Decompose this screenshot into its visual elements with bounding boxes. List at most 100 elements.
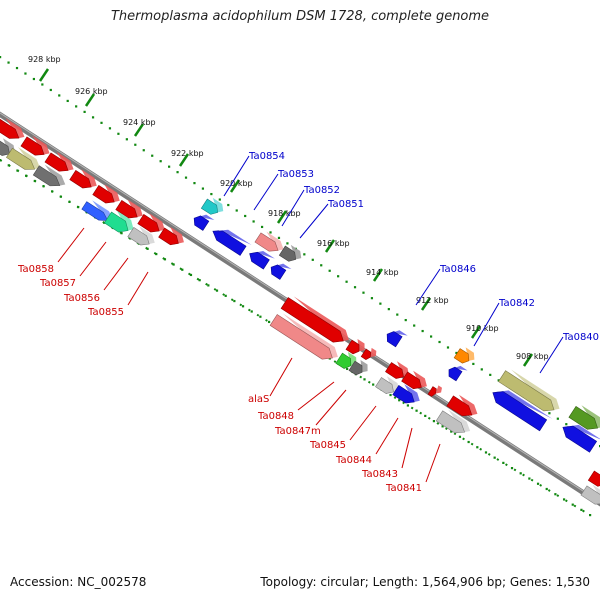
gene-feature-top — [81, 169, 97, 187]
gene-feature-top — [5, 118, 25, 139]
reverse-leader-line — [297, 381, 335, 411]
scale-dot — [303, 253, 306, 256]
gene-feature-body — [6, 147, 36, 170]
inner-scale-dot — [432, 420, 436, 423]
scale-dot — [125, 138, 128, 141]
inner-scale-dot — [241, 305, 245, 308]
scale-dot — [0, 56, 2, 59]
gene-feature-body — [0, 139, 10, 156]
forward-gene-label: Ta0846 — [439, 264, 476, 275]
scale-tick-label: 928 kbp — [28, 55, 61, 64]
gene-feature — [249, 251, 275, 270]
reverse-gene-label: Ta0844 — [335, 455, 372, 466]
scale-dot — [41, 83, 44, 86]
reverse-leader-line — [57, 227, 85, 263]
gene-feature — [348, 359, 368, 376]
scale-dot — [353, 286, 357, 289]
inner-scale-dot — [198, 279, 201, 282]
gene-feature-body — [193, 215, 210, 231]
scale-tick-label: 910 kbp — [466, 324, 499, 333]
scale-tick — [229, 179, 241, 193]
scale-dot — [168, 165, 171, 168]
reverse-gene-label: Ta0855 — [87, 307, 124, 318]
gene-feature — [212, 229, 252, 256]
gene-feature — [44, 151, 74, 172]
gene-feature — [446, 394, 478, 417]
scale-dot — [404, 318, 407, 322]
gene-feature-body — [69, 169, 92, 189]
inner-scale-dot — [450, 430, 453, 433]
gene-feature-body — [446, 395, 473, 417]
forward-leader-line — [223, 155, 250, 197]
gene-feature-top — [139, 226, 155, 244]
gene-feature-top — [370, 347, 377, 358]
inner-scale-dot — [363, 378, 366, 381]
inner-scale-dot — [519, 472, 522, 475]
inner-scale-dot — [502, 461, 505, 464]
inner-scale-dot — [155, 252, 158, 256]
gene-feature-top — [194, 214, 215, 221]
scale-dot — [429, 335, 433, 338]
gene-feature-body — [385, 362, 404, 379]
gene-feature — [453, 347, 475, 364]
inner-scale-dot — [389, 393, 392, 397]
inner-scale-dot — [398, 399, 401, 402]
scale-tick-label: 918 kbp — [268, 209, 301, 218]
gene-feature-top — [92, 200, 114, 221]
scale-dot — [311, 258, 314, 261]
scale-tick — [84, 93, 96, 107]
scale-tick — [178, 153, 190, 167]
scale-dot — [193, 182, 196, 185]
inner-scale-dot — [441, 425, 444, 428]
gene-feature — [92, 184, 120, 204]
scale-dot — [210, 192, 213, 196]
inner-scale-dot — [372, 383, 375, 386]
gene-feature — [360, 347, 377, 360]
gene-feature-top — [56, 151, 74, 171]
scale-dot — [227, 203, 230, 207]
scale-dot — [235, 209, 238, 212]
reverse-gene-label: Ta0843 — [361, 469, 398, 480]
gene-feature-top — [386, 376, 400, 392]
gene-feature — [200, 197, 224, 215]
gene-feature-body — [127, 226, 150, 246]
scale-tick-label: 908 kbp — [516, 352, 549, 361]
inner-scale-dot — [510, 467, 514, 470]
gene-feature-top — [17, 147, 41, 170]
gene-feature — [587, 469, 600, 487]
reverse-leader-line — [401, 427, 413, 469]
gene-feature — [32, 164, 66, 187]
inner-scale-dot — [536, 482, 540, 485]
gene-feature-body — [249, 251, 270, 270]
inner-scale-dot — [545, 487, 548, 491]
gene-feature-body — [401, 371, 422, 390]
gene-feature-top — [458, 394, 478, 416]
inner-scale-dot — [562, 498, 566, 501]
scale-dot — [252, 220, 255, 223]
scale-dot — [142, 149, 145, 152]
scale-dot — [370, 297, 374, 300]
scale-tick-label: 920 kbp — [220, 179, 253, 188]
reverse-leader-line — [349, 405, 377, 441]
gene-feature-top — [149, 213, 165, 231]
gene-feature-top — [104, 184, 120, 202]
scale-dot — [548, 412, 551, 415]
gene-feature — [427, 385, 442, 397]
gene-feature — [127, 226, 155, 246]
scale-dot — [58, 94, 61, 97]
scale-dot — [151, 154, 154, 157]
gene-feature-body — [92, 184, 115, 204]
scale-dot — [472, 362, 475, 366]
gene-feature-body — [32, 165, 61, 187]
scale-dot — [455, 351, 458, 355]
gene-feature-body — [360, 348, 372, 360]
gene-feature — [498, 369, 560, 412]
reverse-gene-label: Ta0856 — [63, 293, 100, 304]
gene-feature-top — [266, 231, 284, 251]
reverse-leader-line — [103, 257, 129, 291]
gene-feature — [345, 338, 365, 355]
scale-dot — [438, 340, 441, 344]
scale-dot — [497, 379, 500, 382]
scale-dot — [421, 329, 424, 333]
